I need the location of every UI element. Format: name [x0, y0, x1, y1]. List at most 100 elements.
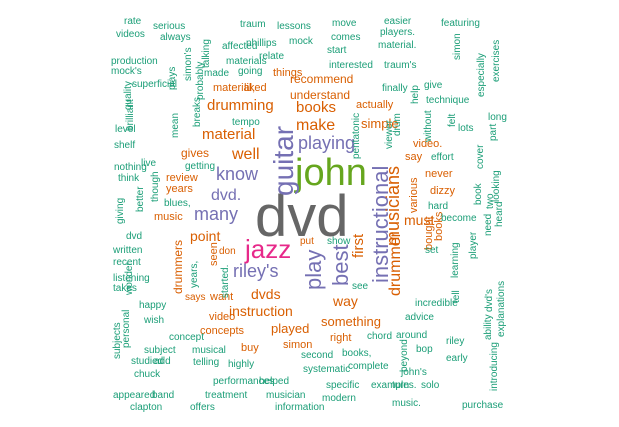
- word-cloud-word: mock's: [111, 66, 142, 77]
- word-cloud-word: material: [202, 126, 256, 143]
- word-cloud-word: band: [152, 390, 175, 401]
- word-cloud-word: simple: [361, 116, 399, 131]
- word-cloud-word: says: [185, 292, 206, 303]
- word-cloud-word: felt: [447, 113, 458, 127]
- word-cloud-word: comes: [331, 32, 361, 43]
- word-cloud-word: two: [485, 193, 496, 209]
- word-cloud-word: musician: [266, 390, 306, 401]
- word-cloud-word: video: [209, 311, 236, 323]
- word-cloud-word: dvd's: [484, 288, 495, 312]
- word-cloud-word: well: [232, 146, 260, 163]
- word-cloud-word: understand: [290, 88, 351, 102]
- word-cloud-word: effort: [431, 152, 454, 163]
- word-cloud-word: subjects: [112, 322, 123, 359]
- word-cloud-word: book: [473, 183, 484, 205]
- word-cloud-word: happy: [139, 300, 167, 311]
- word-cloud-word: drummer: [387, 231, 404, 296]
- word-cloud-word: never: [425, 168, 453, 180]
- word-cloud-word: dizzy: [430, 185, 456, 197]
- word-cloud-word: hard: [428, 201, 449, 212]
- word-cloud-word: put: [300, 236, 314, 247]
- word-cloud-word: video.: [413, 138, 443, 150]
- word-cloud-word: technique: [426, 95, 470, 106]
- word-cloud-word: material.: [378, 40, 417, 51]
- word-cloud-word: mean: [170, 112, 181, 138]
- word-cloud-word: information: [275, 402, 325, 413]
- word-cloud-word: john's: [401, 367, 427, 378]
- word-cloud-word: john: [295, 152, 367, 194]
- word-cloud-word: written: [113, 245, 143, 256]
- word-cloud-word: drummers: [171, 239, 185, 294]
- word-cloud-word: liked: [244, 82, 267, 94]
- word-cloud-word: first: [350, 233, 367, 258]
- word-cloud-word: ability: [483, 314, 494, 340]
- word-cloud-word: mock: [289, 36, 313, 47]
- word-cloud-word: want: [210, 291, 234, 303]
- word-cloud-word: learning: [450, 242, 461, 278]
- word-cloud-word: going: [238, 66, 263, 77]
- word-cloud-word: studied: [131, 356, 164, 367]
- word-cloud-word: especially: [476, 53, 487, 97]
- word-cloud-word: simon's: [183, 47, 194, 81]
- word-cloud-word: dvd: [255, 184, 349, 249]
- word-cloud-word: give: [424, 80, 443, 91]
- word-cloud-word: specific: [326, 380, 360, 391]
- word-cloud-word: better: [135, 186, 146, 212]
- word-cloud-word: dvds: [251, 286, 281, 302]
- word-cloud-word: breaks: [192, 96, 203, 127]
- word-cloud-word: material,: [213, 82, 256, 94]
- word-cloud-word: guitar: [268, 125, 299, 196]
- word-cloud-word: started.: [220, 264, 231, 298]
- word-cloud-word: pentatonic: [351, 112, 362, 159]
- word-cloud-word: appeared: [113, 390, 156, 401]
- word-cloud-word: traum's: [384, 60, 417, 71]
- word-cloud-word: know: [216, 164, 259, 184]
- word-cloud-word: music: [154, 211, 183, 223]
- word-cloud-word: listening: [113, 273, 150, 284]
- word-cloud-word: tempo: [232, 117, 260, 128]
- word-cloud-word: rate: [124, 16, 142, 27]
- word-cloud-word: best: [328, 244, 353, 286]
- word-cloud-word: complete: [348, 361, 389, 372]
- word-cloud-word: helped: [259, 376, 290, 387]
- word-cloud-word: shelf: [114, 140, 136, 151]
- word-cloud-word: subject: [144, 345, 176, 356]
- word-cloud-word: offers: [190, 402, 215, 413]
- word-cloud-word: gives: [181, 146, 210, 160]
- word-cloud-word: think: [118, 173, 140, 184]
- word-cloud-word: second: [301, 350, 334, 361]
- word-cloud-word: cover: [475, 144, 486, 169]
- word-cloud-word: review: [166, 172, 198, 184]
- word-cloud-word: getting: [185, 161, 216, 172]
- word-cloud-word: exercises: [491, 39, 502, 82]
- word-cloud-word: live: [141, 158, 157, 169]
- word-cloud-word: early: [446, 353, 468, 364]
- word-cloud-word: purchase: [462, 400, 504, 411]
- word-cloud-word: bop: [416, 344, 433, 355]
- word-cloud-word: recent: [113, 257, 141, 268]
- word-cloud-word: phillips: [246, 38, 277, 49]
- word-cloud-word: treatment: [205, 390, 248, 401]
- word-cloud-word: concept: [169, 332, 205, 343]
- word-cloud-word: playing: [298, 133, 356, 153]
- word-cloud-word: buy: [241, 342, 259, 354]
- word-cloud-word: start: [327, 45, 347, 56]
- word-cloud-word: introducing: [489, 342, 500, 391]
- word-cloud-word: set: [425, 245, 439, 256]
- word-cloud-word: easier: [384, 16, 412, 27]
- word-cloud-word: production: [111, 56, 158, 67]
- word-cloud-word: around: [396, 330, 428, 341]
- word-cloud-word: takes: [113, 283, 137, 294]
- word-cloud-word: dvd.: [211, 187, 242, 204]
- word-cloud-word: become: [441, 213, 477, 224]
- word-cloud-word: superficial: [132, 79, 178, 90]
- word-cloud-word: clapton: [130, 402, 163, 413]
- word-cloud-word: examples.: [371, 380, 417, 391]
- word-cloud-word: musical: [192, 345, 226, 356]
- word-cloud-word: without: [423, 110, 434, 142]
- word-cloud-word: books,: [342, 348, 372, 359]
- word-cloud-word: giving: [115, 197, 126, 224]
- word-cloud-word: turn: [392, 380, 410, 391]
- word-cloud-word: chord: [367, 331, 393, 342]
